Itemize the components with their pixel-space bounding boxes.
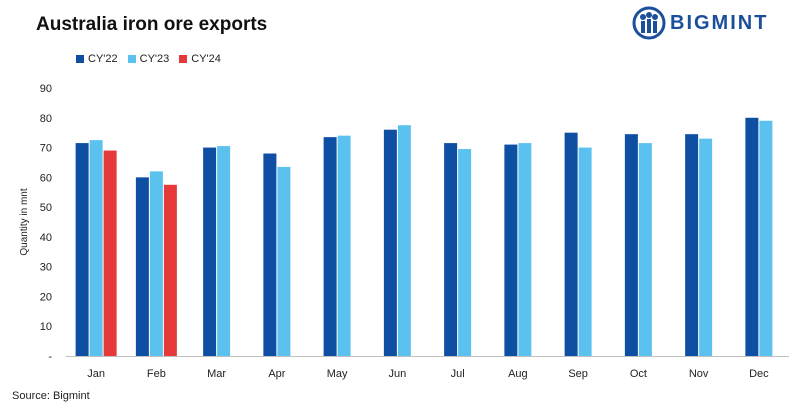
legend-label-cy22: CY'22 [88, 53, 118, 65]
y-tick-label: 50 [40, 202, 52, 214]
y-tick-label: 70 [40, 143, 52, 155]
y-tick-label: - [48, 351, 52, 363]
bar-cy23-jan [89, 140, 103, 356]
x-tick-label: Jan [87, 368, 105, 380]
bar-cy22-mar [203, 147, 217, 356]
legend-swatch-cy23 [127, 55, 136, 63]
y-tick-label: 40 [40, 232, 52, 244]
bar-cy23-jul [458, 149, 472, 356]
x-tick-label: Mar [207, 368, 226, 380]
x-tick-label: Oct [630, 368, 647, 380]
logo-text: BIGMINT [670, 12, 769, 34]
y-tick-label: 30 [40, 262, 52, 274]
y-axis-title: Quantity in mnt [19, 188, 30, 255]
bar-cy23-jun [397, 125, 411, 356]
legend-item-cy22: CY'22 [76, 53, 118, 65]
y-tick-label: 80 [40, 113, 52, 125]
bar-cy22-may [323, 137, 337, 356]
bigmint-logo-icon [632, 6, 666, 40]
bar-cy22-nov [685, 134, 699, 356]
x-tick-label: Dec [749, 368, 769, 380]
bar-cy23-feb [149, 171, 163, 356]
chart-title: Australia iron ore exports [36, 14, 268, 35]
bar-cy24-feb [163, 184, 177, 356]
bar-cy22-jan [75, 143, 89, 356]
y-tick-label: 60 [40, 172, 52, 184]
bar-cy22-sep [564, 132, 578, 356]
x-tick-label: Nov [689, 368, 709, 380]
legend-label-cy23: CY'23 [139, 53, 170, 65]
x-tick-label: May [327, 368, 348, 380]
bar-cy22-feb [135, 177, 149, 356]
bar-cy22-oct [624, 134, 638, 356]
bar-cy23-nov [699, 138, 713, 356]
x-tick-label: Jun [389, 368, 407, 380]
y-tick-label: 10 [40, 321, 52, 333]
bar-cy22-jul [444, 143, 458, 356]
bar-cy23-mar [217, 146, 231, 356]
legend-label-cy24: CY'24 [191, 53, 221, 65]
bar-cy22-aug [504, 144, 518, 356]
bar-cy23-sep [578, 147, 592, 356]
legend-item-cy24: CY'24 [179, 53, 221, 65]
source-note: Source: Bigmint [12, 390, 90, 402]
y-tick-label: 90 [40, 83, 52, 95]
bar-cy23-aug [518, 143, 532, 356]
x-tick-label: Jul [451, 368, 465, 380]
chart-legend: CY'22 CY'23 CY'24 [76, 53, 221, 65]
bar-cy24-jan [103, 150, 117, 356]
x-tick-label: Aug [508, 368, 528, 380]
bar-cy22-apr [263, 153, 277, 356]
bar-cy23-dec [759, 120, 773, 356]
bar-cy22-dec [745, 117, 759, 357]
legend-swatch-cy22 [76, 55, 84, 63]
bigmint-logo: BIGMINT [632, 6, 792, 40]
bar-cy23-apr [277, 166, 291, 356]
y-tick-label: 20 [40, 291, 52, 303]
x-tick-label: Apr [268, 368, 285, 380]
x-tick-label: Sep [568, 368, 588, 380]
bar-cy22-jun [383, 129, 397, 356]
x-tick-label: Feb [147, 368, 166, 380]
legend-swatch-cy24 [179, 55, 188, 63]
bar-cy23-may [337, 135, 351, 356]
legend-item-cy23: CY'23 [127, 53, 170, 65]
bar-cy23-oct [638, 143, 652, 356]
